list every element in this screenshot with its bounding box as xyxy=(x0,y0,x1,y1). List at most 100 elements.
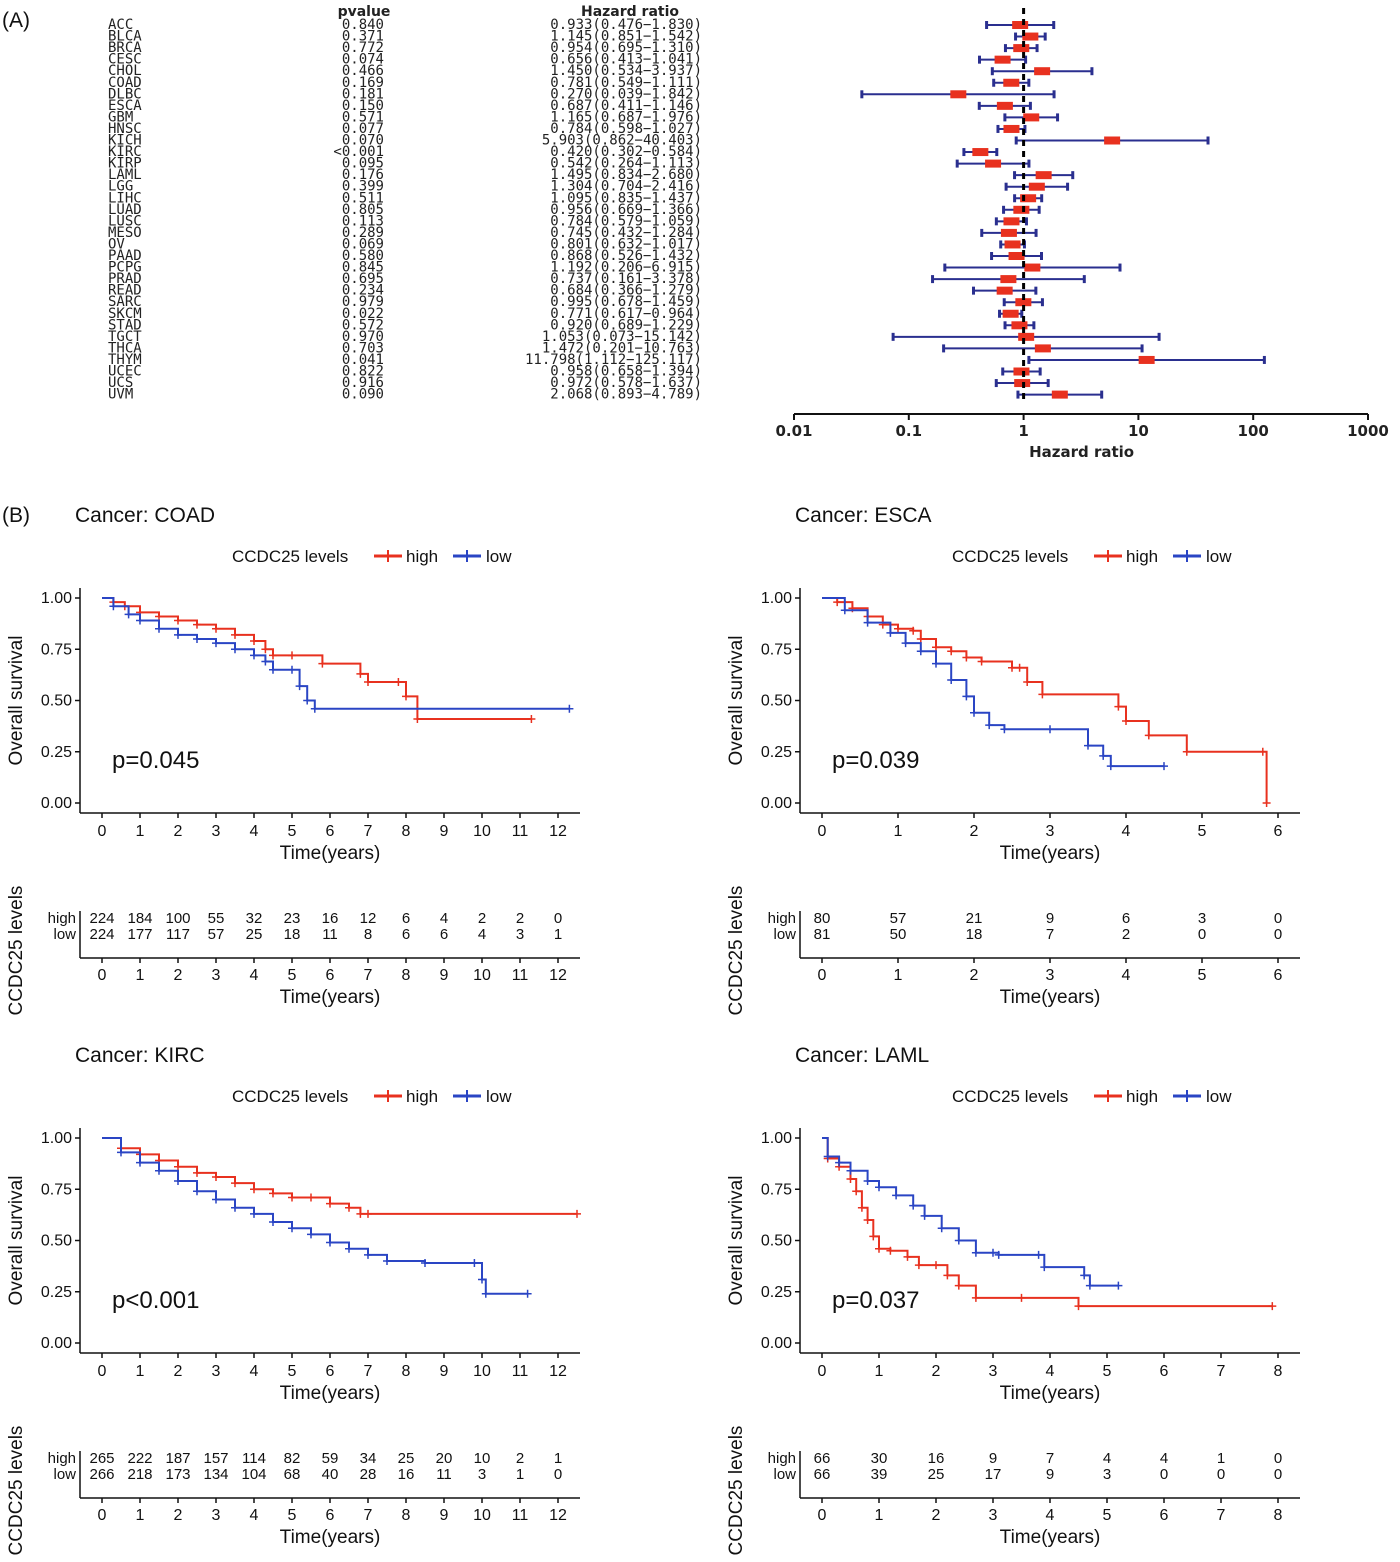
cancer-label: TGCT xyxy=(108,329,142,345)
cancer-label: ESCA xyxy=(108,98,142,114)
cancer-label: UCEC xyxy=(108,364,142,380)
km-x-tick-label: 5 xyxy=(288,1363,297,1380)
censor-mark-high xyxy=(250,637,258,646)
risk-count-high: 157 xyxy=(203,1450,228,1467)
censor-mark-high xyxy=(174,616,182,625)
km-x-tick-label: 8 xyxy=(1274,1363,1283,1380)
risk-count-high: 82 xyxy=(284,1450,301,1467)
km-x-tick-label: 11 xyxy=(512,823,529,840)
km-y-tick-label: 1.00 xyxy=(761,590,792,607)
km-x-label: Time(years) xyxy=(280,1383,381,1404)
risk-count-high: 16 xyxy=(928,1450,945,1467)
risk-x-tick-label: 1 xyxy=(875,1507,884,1524)
risk-count-low: 81 xyxy=(814,926,831,943)
censor-mark-high xyxy=(193,620,201,629)
hr-box xyxy=(1013,367,1030,376)
censor-mark-low xyxy=(261,657,270,666)
pvalue-cell: 0.511 xyxy=(342,190,384,206)
censor-mark-low xyxy=(231,645,239,654)
risk-count-high: 2 xyxy=(516,910,524,927)
km-x-tick-label: 9 xyxy=(440,823,449,840)
risk-count-high: 222 xyxy=(127,1450,152,1467)
km-y-tick-label: 0.75 xyxy=(761,1181,792,1198)
legend-low-label: low xyxy=(1206,547,1232,566)
hazard-ratio-cell: 1.472(0.201−10.763) xyxy=(542,340,702,356)
risk-count-low: 3 xyxy=(516,926,524,943)
cancer-label: SKCM xyxy=(108,306,142,322)
censor-mark-high xyxy=(1182,747,1191,756)
risk-count-low: 25 xyxy=(928,1466,945,1483)
legend-high-label: high xyxy=(406,1087,438,1106)
risk-x-tick-label: 4 xyxy=(1122,967,1131,984)
hr-box xyxy=(1022,32,1039,41)
hr-box xyxy=(1003,78,1020,87)
hazard-ratio-cell: 1.095(0.835−1.437) xyxy=(550,190,702,206)
censor-mark-high xyxy=(573,1209,581,1218)
risk-y-label: CCDC25 levels xyxy=(726,1426,747,1556)
hazard-ratio-cell: 0.972(0.578−1.637) xyxy=(550,375,702,391)
risk-x-tick-label: 3 xyxy=(212,1507,221,1524)
risk-count-low: 6 xyxy=(440,926,448,943)
censor-mark-low xyxy=(920,1211,929,1220)
risk-x-label: Time(years) xyxy=(1000,987,1101,1008)
p-value: p=0.039 xyxy=(832,747,919,774)
pvalue-cell: 0.979 xyxy=(342,294,384,310)
censor-mark-high xyxy=(932,643,940,652)
risk-x-tick-label: 6 xyxy=(326,1507,335,1524)
risk-x-tick-label: 0 xyxy=(818,1507,827,1524)
censor-mark-low xyxy=(1046,725,1054,734)
risk-x-tick-label: 7 xyxy=(364,967,373,984)
hr-box xyxy=(1034,344,1051,353)
legend-title: CCDC25 levels xyxy=(232,547,348,566)
km-x-tick-label: 5 xyxy=(1198,823,1207,840)
censor-mark-low xyxy=(250,1209,258,1218)
hr-box xyxy=(1138,355,1155,364)
pvalue-cell: 0.090 xyxy=(342,387,384,403)
km-x-tick-label: 6 xyxy=(326,1363,335,1380)
censor-mark-high xyxy=(288,651,296,660)
censor-mark-low xyxy=(523,1289,532,1298)
censor-mark-low xyxy=(901,639,910,648)
hr-box xyxy=(996,101,1013,110)
pvalue-cell: 0.095 xyxy=(342,156,384,172)
hazard-ratio-cell: 0.958(0.658−1.394) xyxy=(550,364,702,380)
km-title: Cancer: ESCA xyxy=(795,504,932,527)
censor-mark-low xyxy=(954,1236,963,1245)
km-y-tick-label: 0.25 xyxy=(41,744,72,761)
censor-mark-high xyxy=(914,1261,923,1270)
hazard-ratio-cell: 0.542(0.264−1.113) xyxy=(550,156,702,172)
risk-x-tick-label: 7 xyxy=(1217,1507,1226,1524)
risk-count-low: 40 xyxy=(322,1466,339,1483)
legend-high-label: high xyxy=(1126,547,1158,566)
p-value: p=0.037 xyxy=(832,1287,919,1314)
km-x-tick-label: 1 xyxy=(875,1363,884,1380)
risk-x-tick-label: 2 xyxy=(174,1507,183,1524)
censor-mark-low xyxy=(1000,725,1009,734)
hazard-ratio-cell: 5.903(0.862−40.403) xyxy=(542,133,702,149)
risk-x-tick-label: 3 xyxy=(989,1507,998,1524)
km-x-tick-label: 4 xyxy=(250,823,259,840)
pvalue-cell: 0.845 xyxy=(342,260,384,276)
risk-count-low: 25 xyxy=(246,926,263,943)
censor-mark-high xyxy=(250,1185,258,1194)
risk-count-high: 187 xyxy=(165,1450,190,1467)
pvalue-cell: 0.070 xyxy=(342,133,384,149)
hr-box xyxy=(1034,67,1051,76)
km-x-tick-label: 6 xyxy=(1160,1363,1169,1380)
cancer-label: GBM xyxy=(108,109,133,125)
censor-mark-low xyxy=(136,616,144,625)
pvalue-cell: 0.077 xyxy=(342,121,384,137)
risk-count-high: 80 xyxy=(814,910,831,927)
pvalue-cell: 0.695 xyxy=(342,271,384,287)
risk-y-label: CCDC25 levels xyxy=(6,1426,27,1556)
hr-box xyxy=(985,159,1002,168)
cancer-label: MESO xyxy=(108,225,142,241)
km-curve-high xyxy=(102,1137,577,1215)
risk-row-label-low: low xyxy=(773,1466,796,1483)
forest-x-tick-label: 1 xyxy=(1018,422,1028,440)
cancer-label: KIRC xyxy=(108,144,142,160)
km-x-tick-label: 5 xyxy=(1103,1363,1112,1380)
hazard-ratio-cell: 0.995(0.678−1.459) xyxy=(550,294,702,310)
